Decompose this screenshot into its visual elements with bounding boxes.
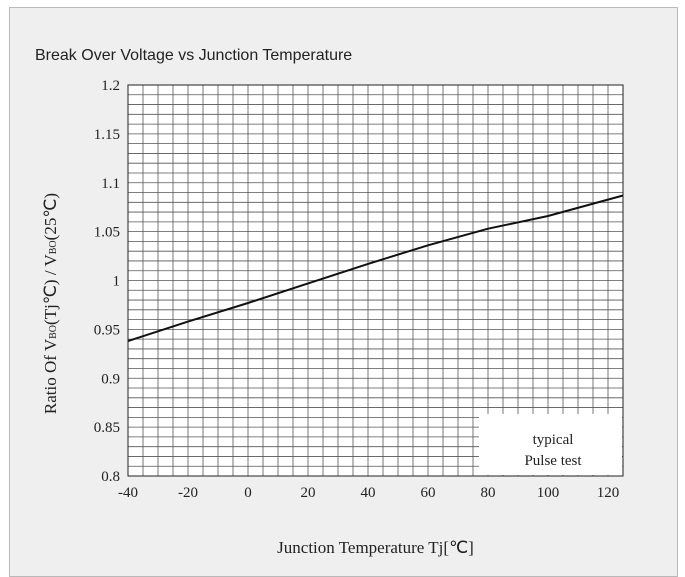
x-tick-label: -40 (118, 485, 138, 501)
y-tick-label: 1 (113, 274, 121, 290)
y-tick-label: 0.9 (101, 371, 120, 387)
y-axis-title-sub: BO (48, 240, 59, 254)
x-tick-label: 0 (244, 485, 252, 501)
chart-title: Break Over Voltage vs Junction Temperatu… (35, 47, 353, 64)
y-axis-title-part: (Tj℃) / V (41, 254, 60, 325)
y-tick-label: 0.8 (101, 469, 120, 485)
x-tick-label: -20 (178, 485, 198, 501)
y-tick-label: 1.15 (94, 127, 120, 143)
y-axis-title: Ratio Of VBO(Tj℃) / VBO(25℃) (41, 193, 60, 414)
legend-text-pulse-test: Pulse test (524, 453, 582, 469)
x-axis-title: Junction Temperature Tj[℃] (277, 538, 474, 557)
x-tick-label: 40 (361, 485, 376, 501)
y-tick-label: 0.95 (94, 322, 120, 338)
x-tick-label: 20 (301, 485, 316, 501)
plot-frame (127, 84, 624, 477)
x-tick-label: 120 (597, 485, 620, 501)
y-tick-labels: 0.8 0.85 0.9 0.95 1 1.05 1.1 1.15 1.2 (94, 78, 120, 485)
y-tick-label: 1.05 (94, 225, 120, 241)
y-tick-label: 1.2 (101, 78, 120, 94)
y-tick-label: 1.1 (101, 176, 120, 192)
y-tick-label: 0.85 (94, 420, 120, 436)
legend-text-typical: typical (533, 432, 574, 448)
series-line-typical (127, 194, 624, 343)
y-axis-title-part: Ratio Of V (41, 338, 60, 414)
x-tick-label: 100 (537, 485, 560, 501)
y-axis-title-part: (25℃) (41, 193, 60, 240)
x-tick-labels: -40 -20 0 20 40 60 80 100 120 (118, 485, 619, 501)
legend-box (479, 414, 622, 475)
legend: typical Pulse test (479, 414, 622, 475)
x-tick-label: 80 (481, 485, 496, 501)
y-axis-title-sub: BO (48, 325, 59, 339)
x-tick-label: 60 (421, 485, 436, 501)
